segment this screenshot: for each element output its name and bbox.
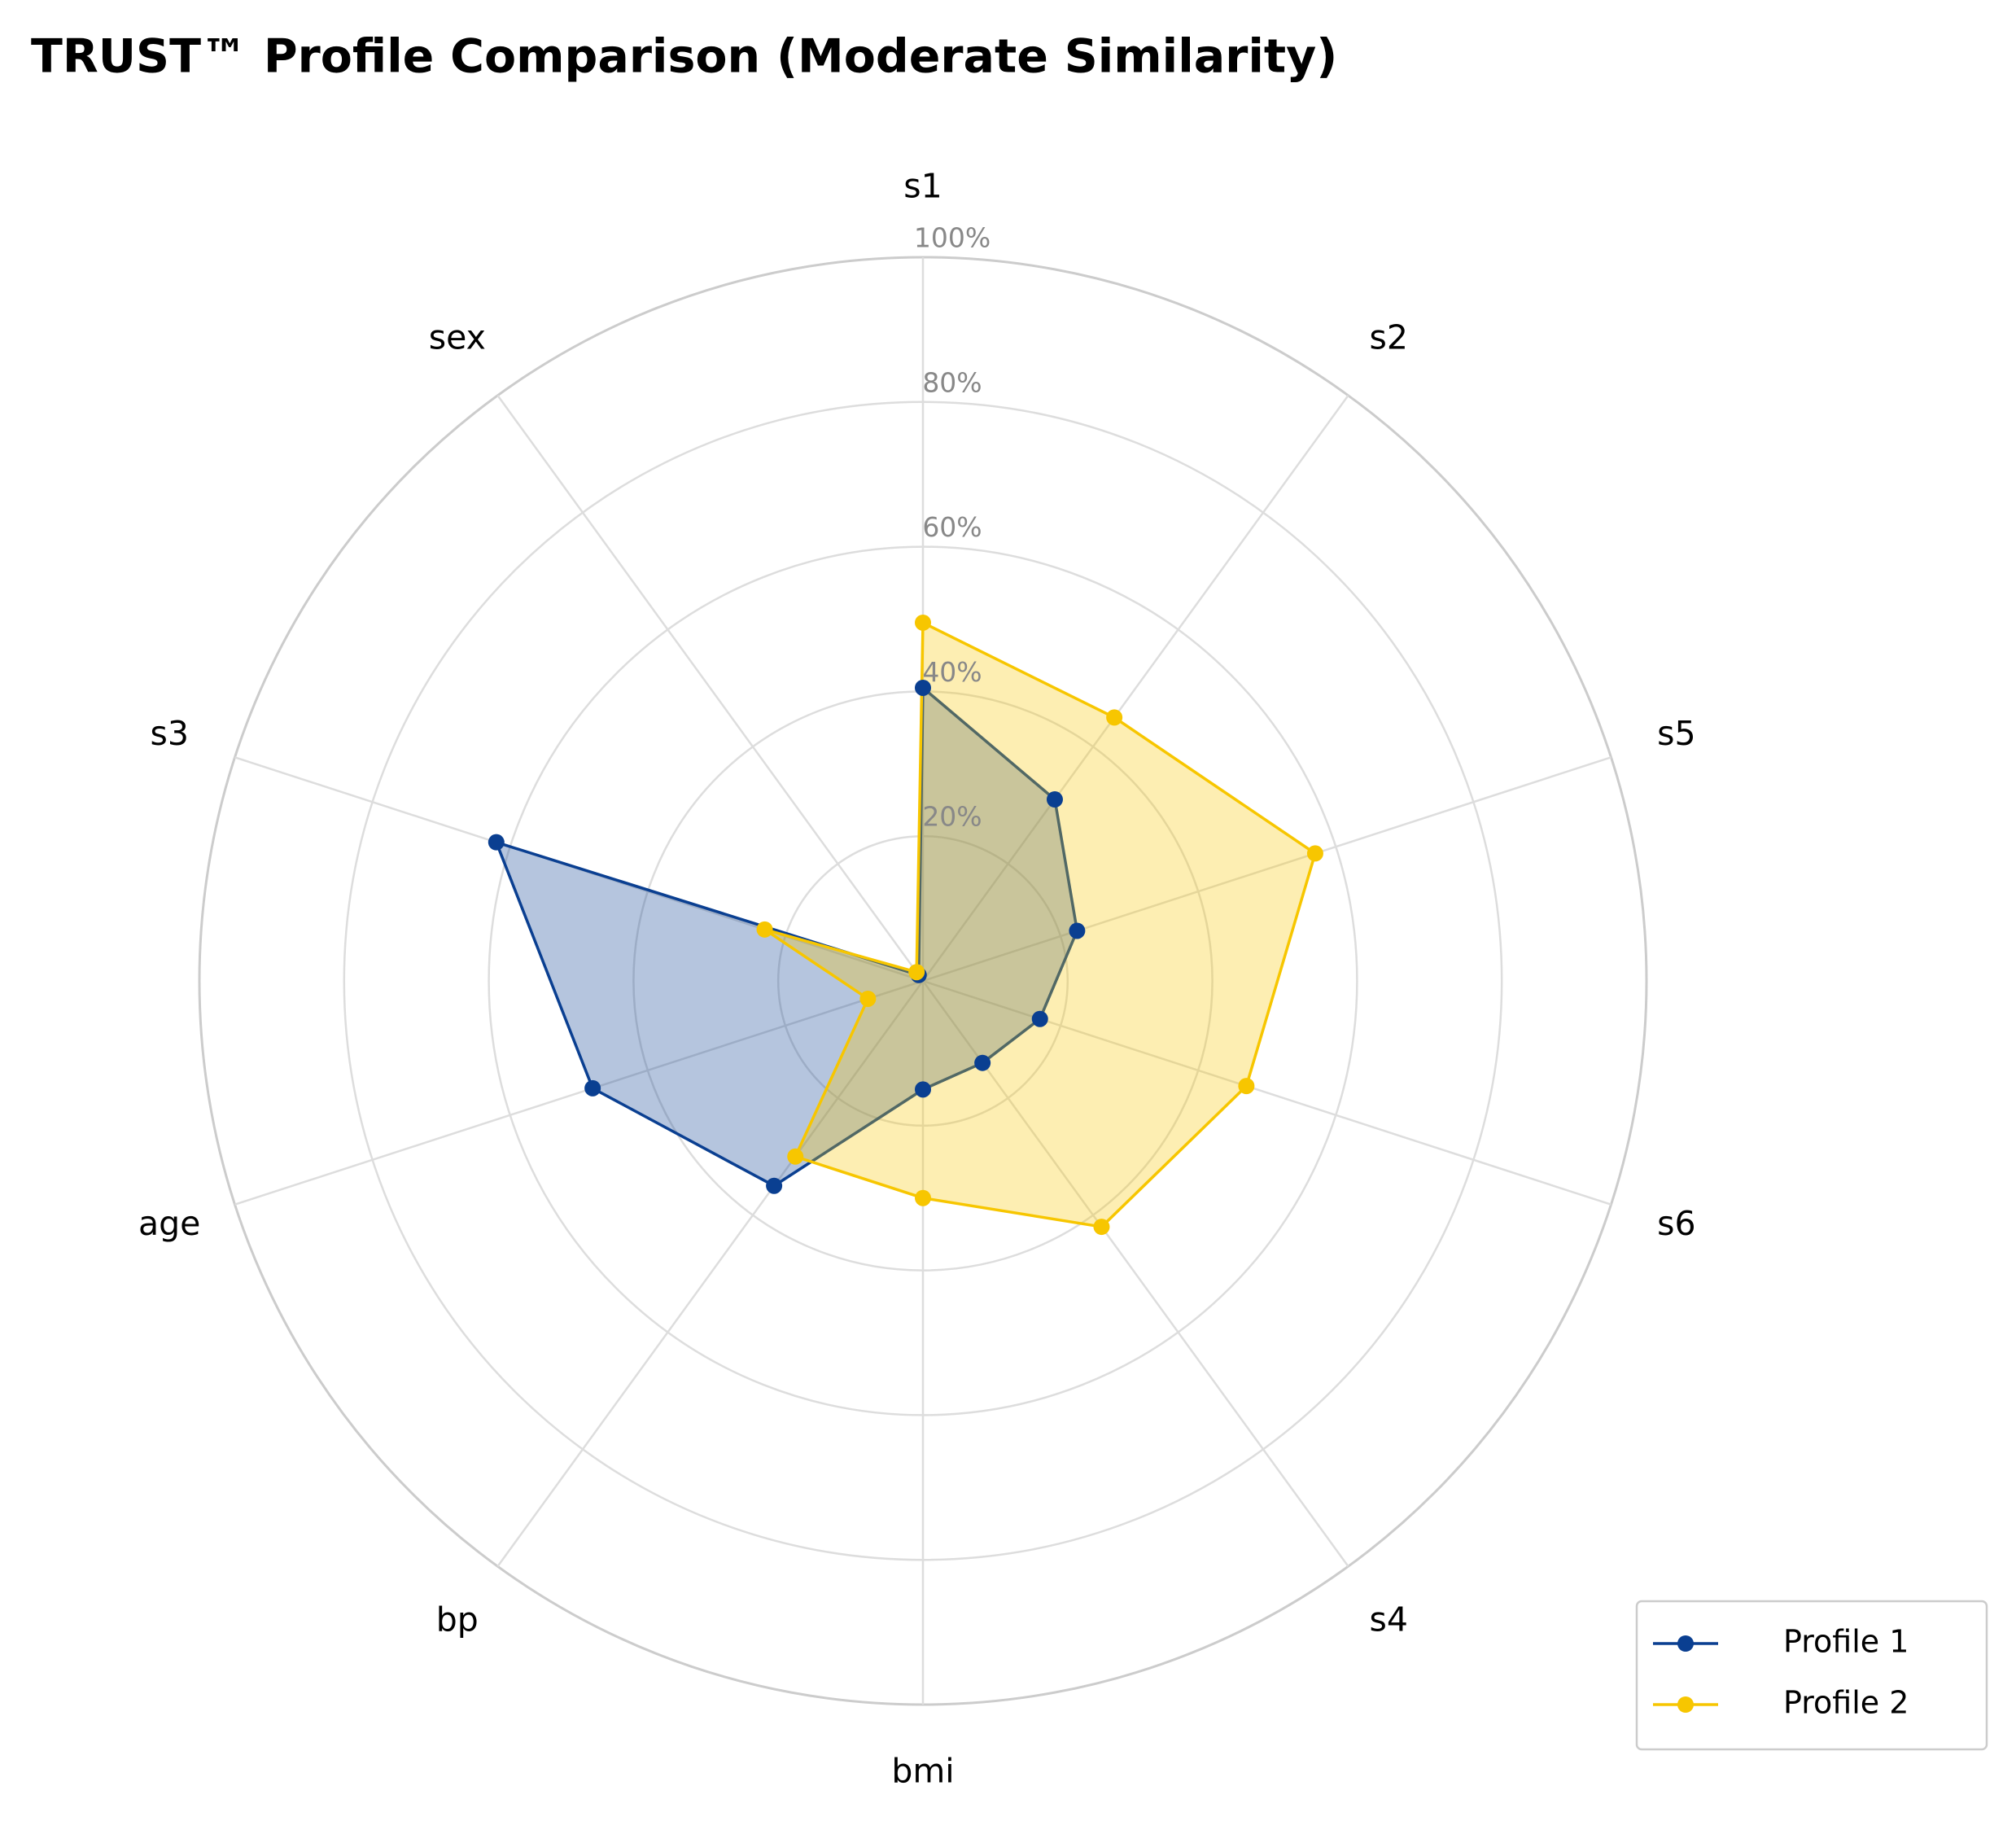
point <box>1306 845 1323 862</box>
point <box>1093 1219 1110 1236</box>
r-tick-label: 40% <box>922 656 982 688</box>
category-label: s1 <box>903 167 942 206</box>
spoke <box>921 980 1349 1567</box>
point <box>915 679 931 696</box>
category-label: sex <box>429 317 486 357</box>
point <box>1106 709 1123 726</box>
spoke <box>921 395 1349 982</box>
r-tick-label: 20% <box>922 801 982 833</box>
point <box>908 964 925 981</box>
category-label: age <box>138 1204 200 1243</box>
category-label: s3 <box>150 714 188 753</box>
category-label: s2 <box>1369 317 1407 357</box>
category-label: bp <box>436 1600 479 1639</box>
point <box>1031 1010 1048 1027</box>
r-tick-label: 100% <box>914 222 991 254</box>
spoke <box>496 395 925 982</box>
point <box>915 1081 931 1098</box>
category-label: s6 <box>1657 1204 1695 1243</box>
spoke <box>922 756 1611 983</box>
category-label: bmi <box>891 1751 954 1790</box>
point <box>859 990 877 1007</box>
r-tick-label: 80% <box>922 366 982 398</box>
point <box>915 1189 931 1206</box>
spoke <box>234 979 924 1206</box>
point <box>787 1148 804 1165</box>
legend-box <box>1635 1600 1988 1751</box>
category-label: s4 <box>1369 1600 1407 1639</box>
legend-label: Profile 1 <box>1783 1624 1909 1660</box>
point <box>488 834 505 851</box>
chart-title: TRUST™ Profile Comparison (Moderate Simi… <box>31 30 1337 84</box>
category-label: s5 <box>1657 714 1695 753</box>
legend-marker <box>1677 1696 1694 1713</box>
point <box>584 1079 601 1097</box>
point <box>1069 922 1086 939</box>
point <box>1238 1078 1255 1095</box>
legend-marker <box>1677 1635 1694 1652</box>
legend-label: Profile 2 <box>1783 1685 1909 1721</box>
r-tick-label: 60% <box>922 511 982 543</box>
point <box>974 1054 991 1071</box>
point <box>915 614 931 631</box>
point <box>766 1177 783 1194</box>
point <box>1046 791 1063 808</box>
point <box>756 921 773 938</box>
series-area <box>763 621 1317 1228</box>
spoke <box>496 980 925 1567</box>
